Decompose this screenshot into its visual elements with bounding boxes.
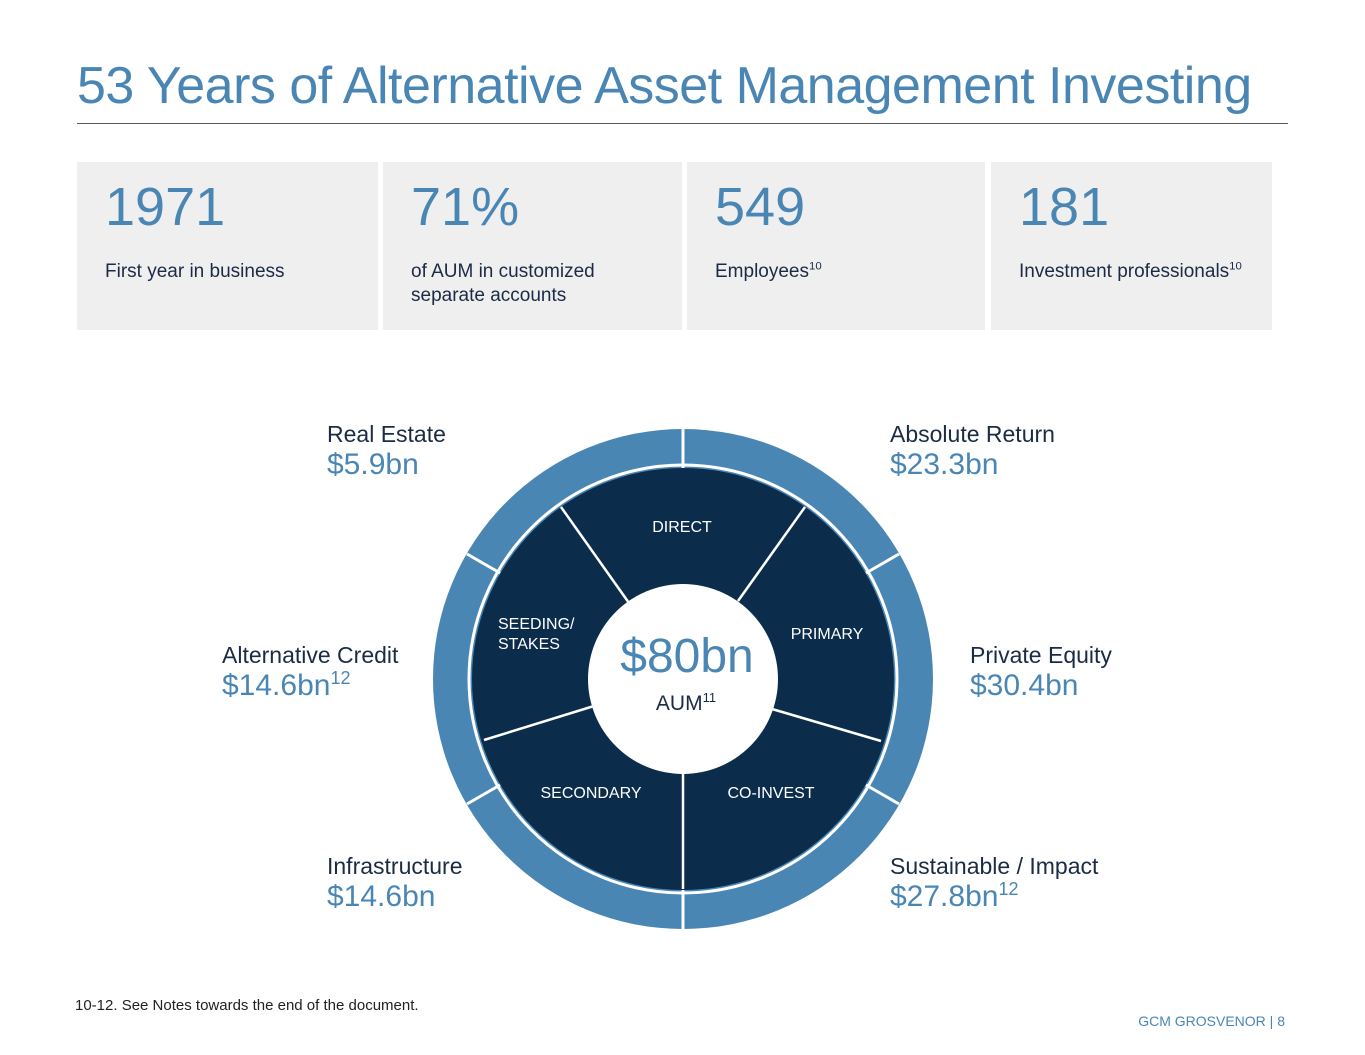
- segment-label-co-invest: CO-INVEST: [727, 785, 814, 802]
- strategy-amount: $5.9bn: [327, 448, 419, 481]
- inner-segment-labels: DIRECT PRIMARY CO-INVEST SECONDARY SEEDI…: [498, 519, 864, 802]
- strategy-amount: $23.3bn: [890, 448, 999, 481]
- segment-label-direct: DIRECT: [652, 519, 712, 536]
- stat-label: First year in business: [105, 261, 285, 282]
- strategy-infrastructure: Infrastructure $14.6bn: [327, 852, 463, 914]
- strategy-real-estate: Real Estate $5.9bn: [327, 420, 446, 482]
- stat-card-separate-accounts: 71% of AUM in customized separate accoun…: [383, 162, 682, 330]
- inner-divider: [559, 506, 631, 604]
- center-hole: [588, 584, 778, 774]
- center-aum-label: AUM11: [656, 690, 716, 715]
- inner-divider: [771, 707, 882, 743]
- footnote-ref: 12: [330, 668, 351, 688]
- strategy-name: Private Equity: [970, 642, 1112, 668]
- strategy-amount: $30.4bn: [970, 669, 1079, 702]
- segment-label-primary: PRIMARY: [791, 626, 864, 643]
- outer-divider: [865, 783, 900, 806]
- title-divider: [77, 123, 1288, 124]
- stat-label: of AUM in customized separate accounts: [411, 261, 595, 306]
- strategy-name: Infrastructure: [327, 853, 463, 879]
- page-title: 53 Years of Alternative Asset Management…: [77, 57, 1252, 115]
- footnote-ref: 11: [703, 690, 717, 705]
- segment-label-stakes: STAKES: [498, 636, 560, 653]
- footnote-ref: 10: [809, 260, 822, 273]
- strategy-amount: $14.6bn12: [222, 668, 351, 702]
- strategy-alternative-credit: Alternative Credit $14.6bn12: [222, 641, 398, 703]
- footnote-ref: 10: [1229, 260, 1242, 273]
- strategy-sustainable-impact: Sustainable / Impact $27.8bn12: [890, 852, 1098, 914]
- stat-value: 1971: [105, 177, 226, 237]
- inner-segment-dividers: [483, 506, 882, 889]
- stat-label: Investment professionals10: [1019, 260, 1242, 282]
- inner-divider: [483, 704, 595, 742]
- stat-value: 549: [715, 177, 806, 237]
- stat-label: Employees10: [715, 260, 822, 282]
- footnote-ref: 12: [998, 879, 1019, 899]
- segment-label-seeding: SEEDING/: [498, 616, 575, 633]
- strategy-amount: $27.8bn12: [890, 879, 1019, 913]
- stat-value: 181: [1019, 177, 1110, 237]
- strategy-name: Alternative Credit: [222, 642, 399, 668]
- strategy-absolute-return: Absolute Return $23.3bn: [890, 420, 1055, 482]
- stat-card-first-year: 1971 First year in business: [77, 162, 378, 330]
- footnote: 10-12. See Notes towards the end of the …: [75, 997, 419, 1014]
- strategy-name: Real Estate: [327, 421, 446, 447]
- page-footer: GCM GROSVENOR | 8: [1138, 1013, 1285, 1029]
- stat-card-investment-professionals: 181 Investment professionals10: [991, 162, 1272, 330]
- aum-donut-diagram: DIRECT PRIMARY CO-INVEST SECONDARY SEEDI…: [433, 429, 933, 929]
- outer-divider: [865, 552, 900, 575]
- strategy-amount: $14.6bn: [327, 880, 436, 913]
- center-aum-value: $80bn: [620, 630, 753, 683]
- strategy-private-equity: Private Equity $30.4bn: [970, 641, 1112, 703]
- outer-ring-dividers: [466, 429, 900, 929]
- strategy-name: Absolute Return: [890, 421, 1055, 447]
- outer-divider: [466, 783, 501, 806]
- stat-card-employees: 549 Employees10: [687, 162, 985, 330]
- inner-divider: [736, 506, 807, 602]
- stat-value: 71%: [411, 177, 520, 237]
- outer-divider: [466, 552, 501, 575]
- segment-label-secondary: SECONDARY: [540, 785, 641, 802]
- strategy-name: Sustainable / Impact: [890, 853, 1099, 879]
